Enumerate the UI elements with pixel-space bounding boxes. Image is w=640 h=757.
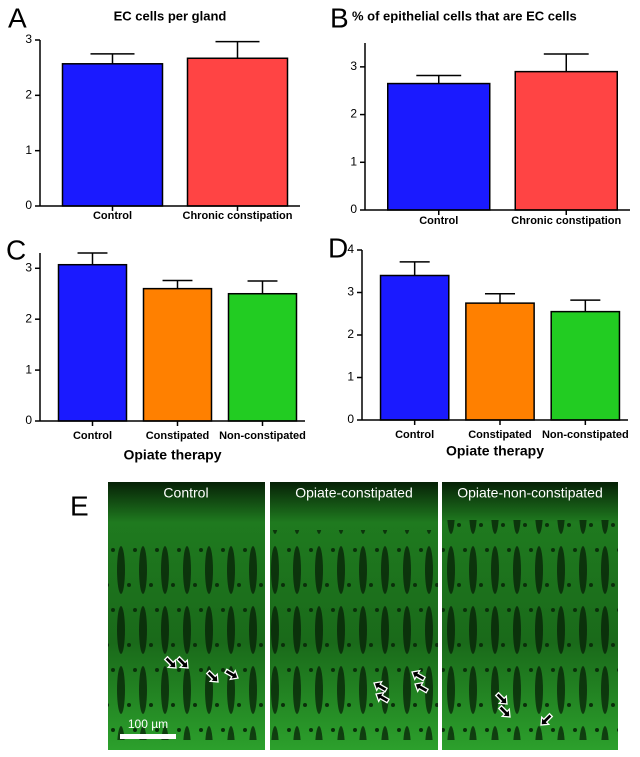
chart-title: EC cells per gland bbox=[114, 8, 227, 23]
y-tick-label: 0 bbox=[25, 198, 32, 212]
panel-letter: C bbox=[6, 234, 26, 265]
bar bbox=[465, 302, 535, 421]
x-tick-label: Chronic constipation bbox=[511, 215, 621, 227]
bar bbox=[57, 263, 128, 422]
y-tick-label: 0 bbox=[350, 202, 357, 216]
y-tick-label: 3 bbox=[347, 285, 354, 299]
panel-letter: D bbox=[328, 232, 348, 263]
micrograph-texture bbox=[270, 530, 438, 740]
bar bbox=[514, 70, 618, 211]
x-tick-label: Control bbox=[73, 430, 112, 442]
panel-letter: A bbox=[8, 2, 27, 33]
panel-letter: B bbox=[330, 2, 349, 33]
micrograph-texture bbox=[442, 520, 618, 740]
bar bbox=[142, 287, 213, 422]
micrograph-texture bbox=[108, 540, 265, 740]
y-tick-label: 1 bbox=[25, 362, 32, 376]
y-tick-label: 0 bbox=[25, 413, 32, 427]
y-tick-label: 1 bbox=[350, 154, 357, 168]
chart-title: % of epithelial cells that are EC cells bbox=[352, 8, 577, 23]
bar bbox=[550, 310, 621, 421]
bar bbox=[227, 292, 298, 422]
arrows bbox=[163, 655, 554, 726]
bar bbox=[387, 82, 491, 211]
y-tick-label: 1 bbox=[347, 370, 354, 384]
x-tick-label: Chronic constipation bbox=[183, 210, 293, 222]
x-tick-label: Constipated bbox=[468, 429, 532, 441]
bar bbox=[61, 63, 164, 207]
x-axis-label: Opiate therapy bbox=[123, 447, 221, 463]
micrograph-panel: E Control Opiate-constipated Opiate-non-… bbox=[70, 482, 618, 750]
y-tick-label: 4 bbox=[347, 242, 354, 256]
x-tick-label: Non-constipated bbox=[219, 430, 306, 442]
scale-label: 100 µm bbox=[128, 717, 168, 731]
y-tick-label: 2 bbox=[25, 88, 32, 102]
x-tick-label: Control bbox=[93, 210, 132, 222]
y-tick-label: 2 bbox=[25, 311, 32, 325]
y-tick-label: 3 bbox=[350, 59, 357, 73]
panel-letter: E bbox=[70, 490, 89, 521]
y-tick-label: 1 bbox=[25, 143, 32, 157]
bar bbox=[379, 274, 450, 421]
x-tick-label: Control bbox=[395, 429, 434, 441]
scale-bar bbox=[120, 734, 176, 739]
x-tick-label: Non-constipated bbox=[542, 429, 629, 441]
image-label: Control bbox=[163, 485, 208, 501]
y-tick-label: 0 bbox=[347, 412, 354, 426]
image-label: Opiate-constipated bbox=[295, 485, 413, 501]
y-tick-label: 2 bbox=[350, 107, 357, 121]
bar bbox=[186, 57, 289, 207]
x-tick-label: Control bbox=[419, 215, 458, 227]
image-label: Opiate-non-constipated bbox=[457, 485, 603, 501]
x-tick-label: Constipated bbox=[146, 430, 210, 442]
y-tick-label: 2 bbox=[347, 327, 354, 341]
y-tick-label: 3 bbox=[25, 260, 32, 274]
y-tick-label: 3 bbox=[25, 32, 32, 46]
x-axis-label: Opiate therapy bbox=[446, 443, 544, 459]
